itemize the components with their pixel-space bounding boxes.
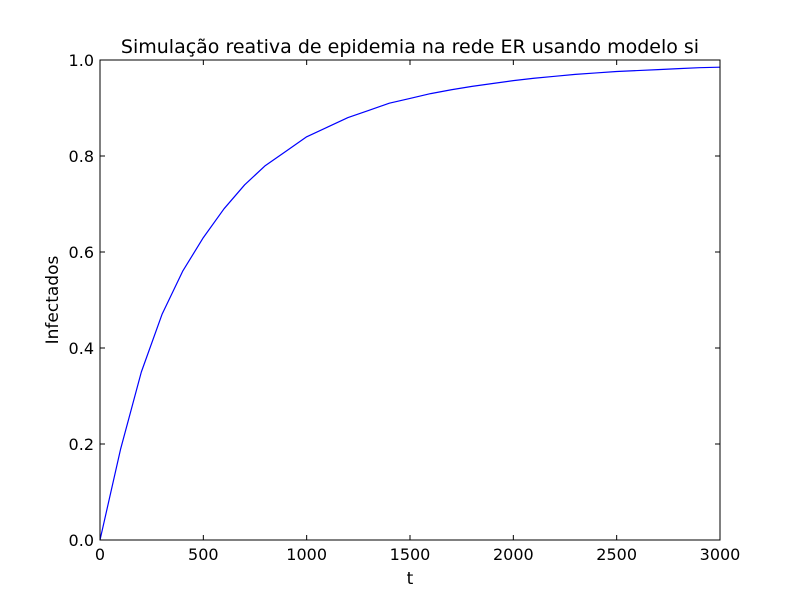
x-tick-label: 2500 <box>596 545 637 564</box>
x-tick-label: 3000 <box>700 545 741 564</box>
x-axis-title: t <box>407 569 414 589</box>
y-tick-label: 0.6 <box>69 243 94 262</box>
x-tick-label: 2000 <box>493 545 534 564</box>
y-tick-label: 0.2 <box>69 435 94 454</box>
y-tick-label: 0.4 <box>69 339 94 358</box>
x-tick-label: 500 <box>188 545 219 564</box>
y-axis-title: Infectados <box>43 256 63 345</box>
chart-title: Simulação reativa de epidemia na rede ER… <box>121 36 699 58</box>
x-tick-label: 0 <box>95 545 105 564</box>
series-line-0 <box>99 66 721 541</box>
series-layer <box>99 66 721 541</box>
y-tick-label: 0.8 <box>69 147 94 166</box>
ticks-layer: 0 500 1000 1500 2000 2500 3000 0.0 0.2 0.4 0.6 0.8 1… <box>69 51 741 564</box>
y-tick-label: 0.0 <box>69 531 94 550</box>
y-tick-label: 1.0 <box>69 51 94 70</box>
x-tick-label: 1000 <box>286 545 327 564</box>
plot-frame <box>99 59 721 541</box>
x-tick-label: 1500 <box>390 545 431 564</box>
